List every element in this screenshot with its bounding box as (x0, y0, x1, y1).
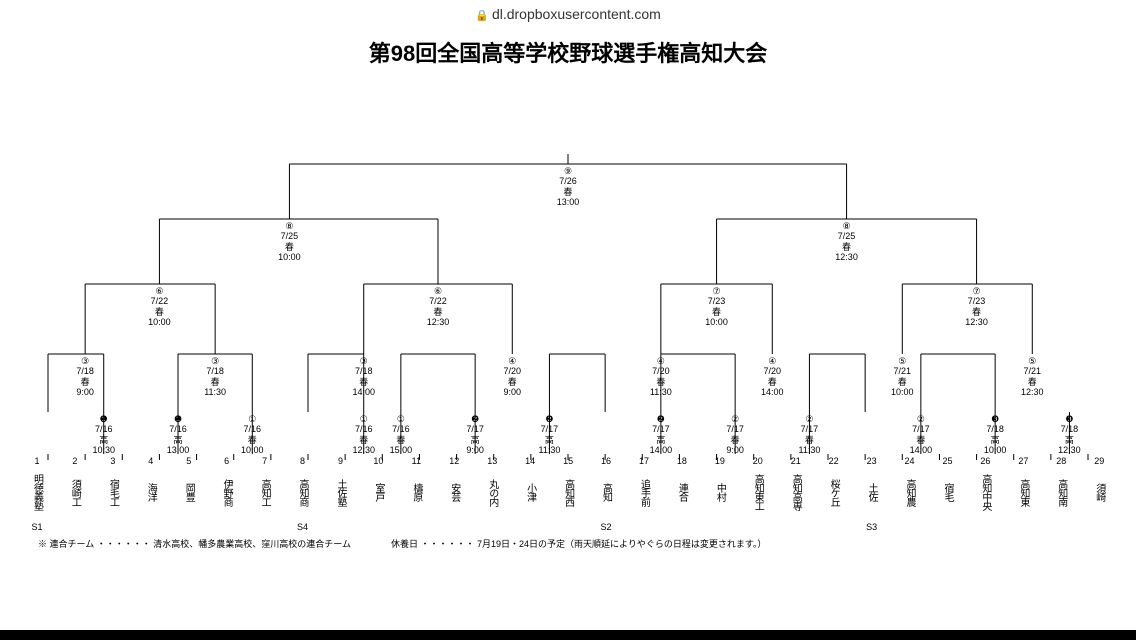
seed-14 (511, 522, 549, 532)
seed-8: S4 (284, 522, 322, 532)
seed-26 (966, 522, 1004, 532)
team-slot-27: 27高知東 (1004, 456, 1042, 516)
seed-2 (56, 522, 94, 532)
r2-game-4: ①7/16春15:00 (390, 414, 413, 455)
team-slot-4: 4海洋 (132, 456, 170, 516)
sf-game-1: ⑧7/25春12:30 (835, 221, 858, 262)
qf-game-1: ⑥7/22春12:30 (427, 286, 450, 327)
r2-game-9: ②7/17春11:30 (798, 414, 820, 455)
team-slot-18: 18連合 (663, 456, 701, 516)
team-slot-5: 5岡豊 (170, 456, 208, 516)
team-slot-8: 8高知商 (284, 456, 322, 516)
r2-game-6: ❷7/17高11:30 (538, 414, 560, 455)
r3-game-3: ④7/20春9:00 (504, 356, 522, 397)
seed-24 (891, 522, 929, 532)
seed-9 (322, 522, 360, 532)
team-slot-17: 17追手前 (625, 456, 663, 516)
seed-20 (739, 522, 777, 532)
seed-22 (815, 522, 853, 532)
team-slot-28: 28高知南 (1042, 456, 1080, 516)
status-bar (0, 630, 1136, 640)
bracket: ❶7/16高10:30 ❶7/16高13:00 ①7/16春10:00 ①7/16春1… (18, 74, 1118, 554)
r2-game-10: ②7/17春14:00 (910, 414, 933, 455)
team-slot-20: 20高知東工 (739, 456, 777, 516)
seed-3 (94, 522, 132, 532)
team-slot-15: 15高知西 (549, 456, 587, 516)
team-slot-9: 9土佐塾 (322, 456, 360, 516)
r3-game-2: ③7/18春14:00 (352, 356, 375, 397)
r2-game-0: ❶7/16高10:30 (92, 414, 115, 455)
qf-game-3: ⑦7/23春12:30 (965, 286, 988, 327)
seed-17 (625, 522, 663, 532)
seed-15 (549, 522, 587, 532)
final-game: ⑨7/26春13:00 (557, 166, 580, 207)
team-slot-23: 23土佐 (853, 456, 891, 516)
seed-18 (663, 522, 701, 532)
r2-game-3: ①7/16春12:30 (352, 414, 375, 455)
r3-game-6: ⑤7/21春10:00 (891, 356, 914, 397)
seed-13 (473, 522, 511, 532)
team-slot-6: 6伊野商 (208, 456, 246, 516)
seed-11 (397, 522, 435, 532)
footnote-right: 休養日 ・・・・・・ 7月19日・24日の予定（雨天順延によりやぐらの日程は変更… (391, 537, 766, 550)
team-slot-1: 1明徳義塾 (18, 456, 56, 516)
team-slot-3: 3宿毛工 (94, 456, 132, 516)
r2-game-12: ❸7/18高12:30 (1058, 414, 1081, 455)
seed-6 (208, 522, 246, 532)
team-slot-14: 14小津 (511, 456, 549, 516)
seed-28 (1042, 522, 1080, 532)
team-slot-12: 12安芸 (435, 456, 473, 516)
teams-row: 1明徳義塾2須崎工3宿毛工4海洋5岡豊6伊野商7高知工8高知商9土佐塾10室戸1… (18, 456, 1118, 516)
r3-game-0: ③7/18春9:00 (76, 356, 94, 397)
seed-1: S1 (18, 522, 56, 532)
seeds-row: S1 S4 S2 S3 (18, 522, 1118, 532)
team-slot-16: 16高知 (587, 456, 625, 516)
page-title: 第98回全国高等学校野球選手権高知大会 (0, 28, 1136, 74)
team-slot-7: 7高知工 (246, 456, 284, 516)
r2-game-1: ❶7/16高13:00 (167, 414, 190, 455)
r2-game-5: ❷7/17高9:00 (466, 414, 484, 455)
r2-game-2: ①7/16春10:00 (241, 414, 264, 455)
sf-game-0: ⑧7/25春10:00 (278, 221, 301, 262)
footnotes: ※ 連合チーム ・・・・・・ 清水高校、幡多農業高校、窪川高校の連合チーム 休養… (38, 537, 1098, 550)
team-slot-22: 22桜ケ丘 (815, 456, 853, 516)
seed-21 (777, 522, 815, 532)
r3-game-5: ④7/20春14:00 (761, 356, 784, 397)
qf-game-0: ⑥7/22春10:00 (148, 286, 171, 327)
seed-7 (246, 522, 284, 532)
team-slot-11: 11檮原 (397, 456, 435, 516)
seed-19 (701, 522, 739, 532)
r2-game-11: ❸7/18高10:00 (984, 414, 1007, 455)
url-text: dl.dropboxusercontent.com (492, 6, 661, 22)
url-bar: dl.dropboxusercontent.com (0, 0, 1136, 28)
seed-10 (359, 522, 397, 532)
r3-game-1: ③7/18春11:30 (204, 356, 226, 397)
team-slot-10: 10室戸 (359, 456, 397, 516)
r2-game-8: ②7/17春9:00 (726, 414, 744, 455)
r3-game-4: ④7/20春11:30 (650, 356, 672, 397)
team-slot-26: 26高知中央 (966, 456, 1004, 516)
team-slot-13: 13丸の内 (473, 456, 511, 516)
team-slot-19: 19中村 (701, 456, 739, 516)
r2-game-7: ❷7/17高14:00 (650, 414, 673, 455)
team-slot-25: 25宿毛 (929, 456, 967, 516)
seed-5 (170, 522, 208, 532)
seed-12 (435, 522, 473, 532)
team-slot-24: 24高知農 (891, 456, 929, 516)
footnote-left: ※ 連合チーム ・・・・・・ 清水高校、幡多農業高校、窪川高校の連合チーム (38, 537, 351, 550)
r3-game-7: ⑤7/21春12:30 (1021, 356, 1044, 397)
seed-27 (1004, 522, 1042, 532)
seed-25 (929, 522, 967, 532)
team-slot-21: 21高知高専 (777, 456, 815, 516)
team-slot-29: 29須崎 (1080, 456, 1118, 516)
team-slot-2: 2須崎工 (56, 456, 94, 516)
seed-4 (132, 522, 170, 532)
seed-23: S3 (853, 522, 891, 532)
seed-16: S2 (587, 522, 625, 532)
qf-game-2: ⑦7/23春10:00 (705, 286, 728, 327)
seed-29 (1080, 522, 1118, 532)
